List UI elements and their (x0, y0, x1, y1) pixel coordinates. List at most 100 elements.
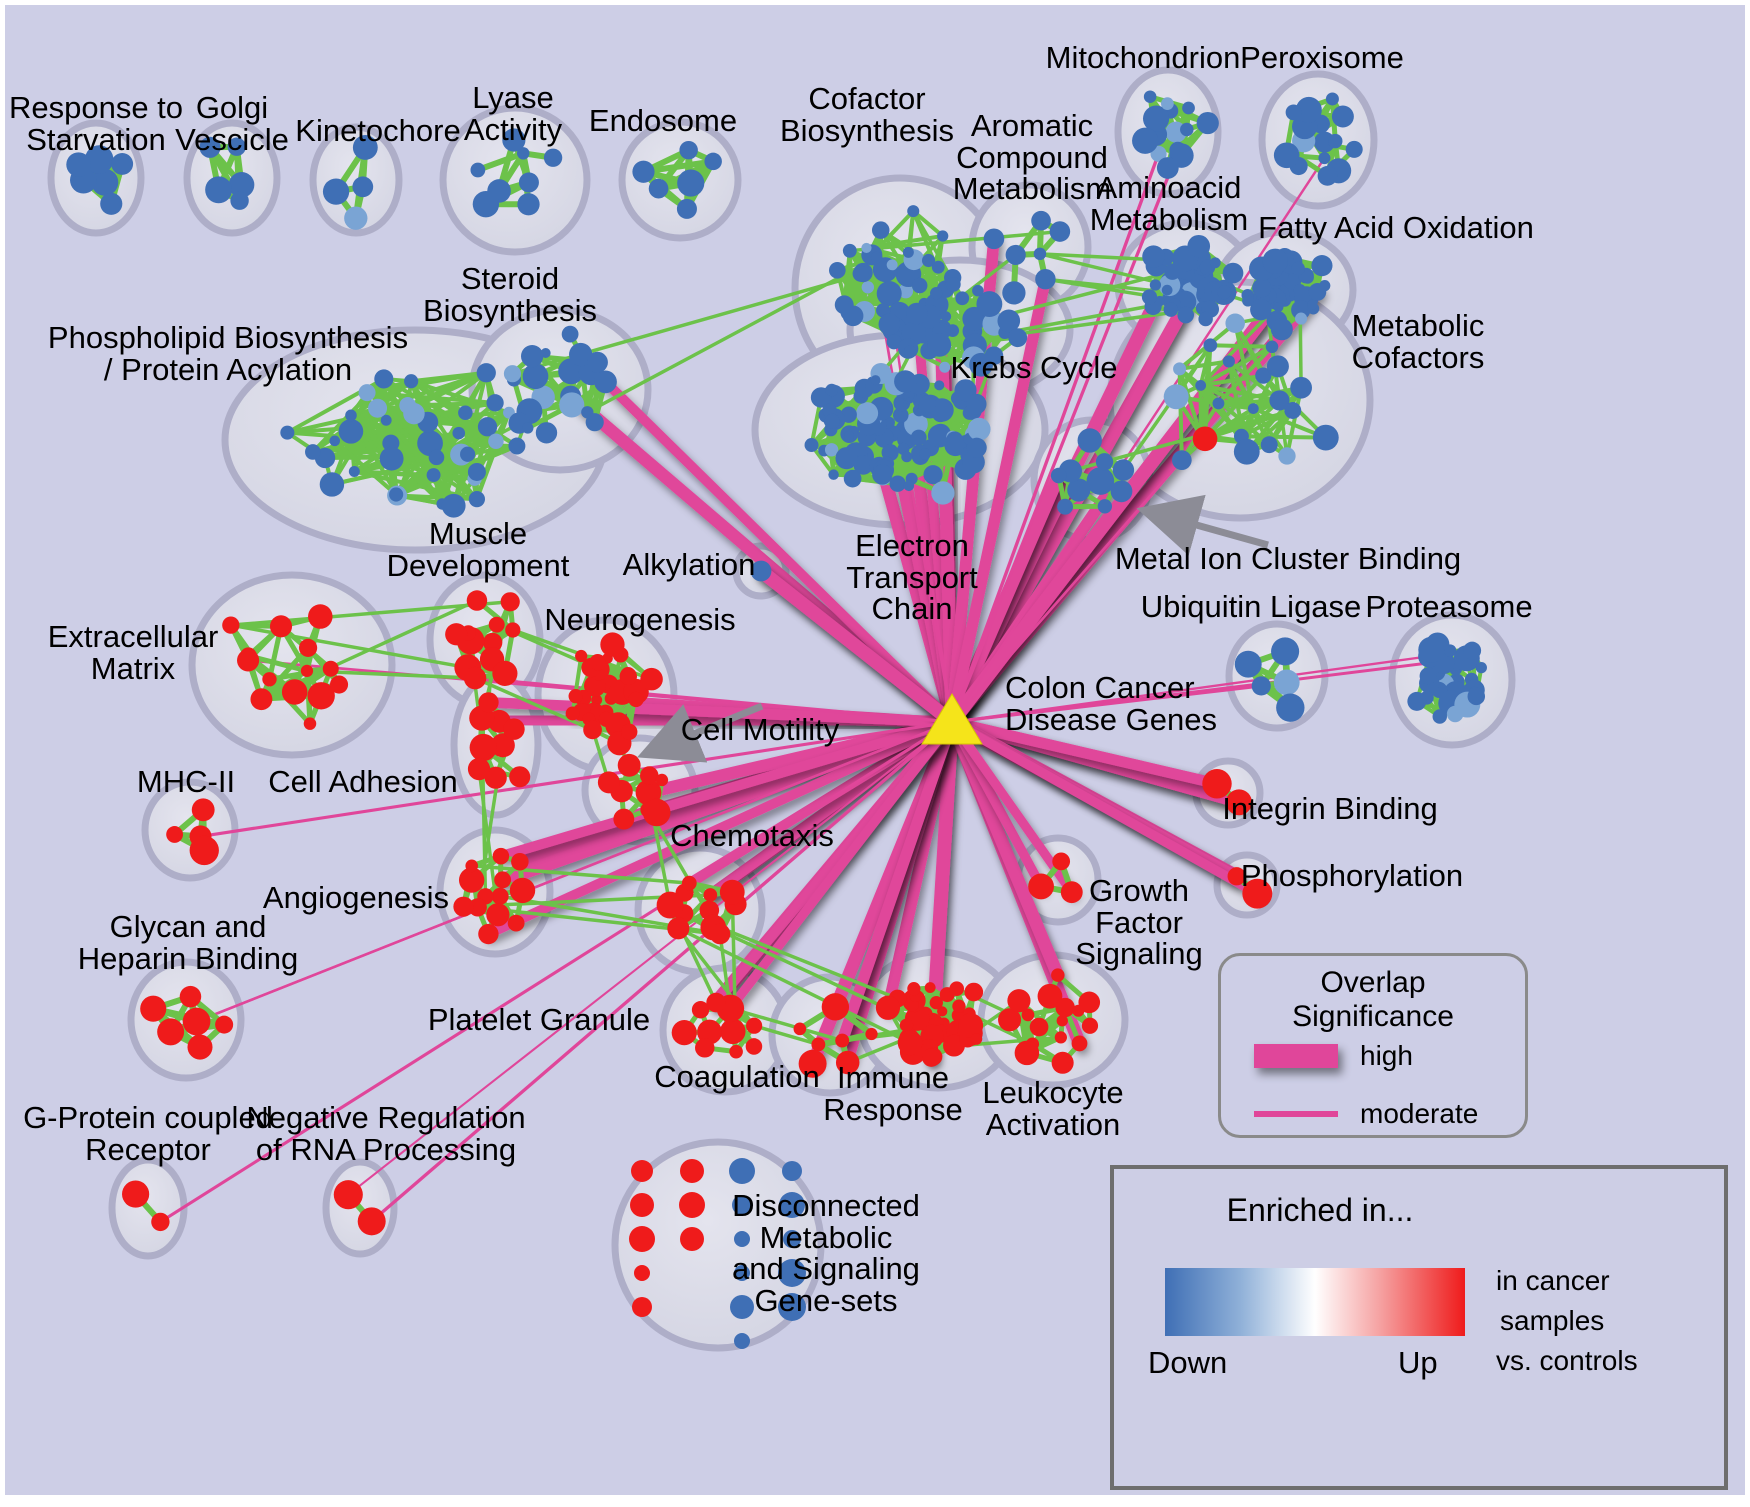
gene-node[interactable] (1251, 676, 1271, 696)
gene-node[interactable] (1180, 122, 1194, 137)
gene-node[interactable] (1222, 355, 1235, 368)
gene-node[interactable] (904, 345, 917, 358)
gene-node[interactable] (782, 1161, 802, 1181)
gene-node[interactable] (899, 1018, 914, 1032)
gene-node[interactable] (308, 604, 333, 629)
gene-node[interactable] (824, 413, 840, 429)
gene-node[interactable] (922, 1048, 941, 1067)
gene-node[interactable] (303, 717, 317, 730)
gene-node[interactable] (1202, 769, 1232, 799)
gene-node[interactable] (955, 291, 970, 306)
gene-node[interactable] (680, 1159, 704, 1183)
gene-node[interactable] (779, 1192, 805, 1218)
gene-node[interactable] (793, 1022, 807, 1036)
gene-node[interactable] (187, 1034, 213, 1060)
gene-node[interactable] (1432, 709, 1447, 724)
gene-node[interactable] (476, 363, 496, 383)
gene-node[interactable] (921, 253, 936, 268)
gene-node[interactable] (853, 455, 874, 475)
gene-node[interactable] (374, 369, 394, 389)
gene-node[interactable] (1284, 402, 1302, 419)
gene-node[interactable] (919, 448, 931, 460)
gene-node[interactable] (507, 914, 525, 932)
gene-node[interactable] (380, 414, 392, 426)
gene-node[interactable] (182, 1007, 211, 1036)
gene-node[interactable] (1234, 650, 1262, 678)
gene-node[interactable] (465, 859, 479, 873)
gene-node[interactable] (842, 243, 857, 258)
gene-node[interactable] (1052, 852, 1071, 871)
gene-node[interactable] (399, 397, 417, 414)
cluster-halo-disconnected-gene-sets[interactable] (611, 1138, 825, 1352)
gene-node[interactable] (458, 405, 473, 420)
gene-node[interactable] (1149, 279, 1162, 291)
gene-node[interactable] (503, 365, 522, 383)
gene-node[interactable] (969, 352, 993, 377)
gene-node[interactable] (640, 667, 663, 691)
gene-node[interactable] (1142, 105, 1170, 132)
gene-node[interactable] (945, 276, 961, 292)
gene-node[interactable] (734, 1265, 750, 1281)
gene-node[interactable] (923, 465, 943, 485)
gene-node[interactable] (1177, 306, 1195, 324)
gene-node[interactable] (844, 430, 855, 441)
gene-node[interactable] (100, 192, 123, 215)
gene-node[interactable] (483, 632, 503, 653)
gene-node[interactable] (338, 419, 364, 444)
gene-node[interactable] (368, 398, 388, 418)
gene-node[interactable] (1054, 1031, 1067, 1044)
gene-node[interactable] (344, 206, 368, 230)
gene-node[interactable] (358, 384, 376, 402)
gene-node[interactable] (1067, 478, 1091, 502)
gene-node[interactable] (319, 472, 345, 497)
gene-node[interactable] (322, 660, 339, 677)
gene-node[interactable] (719, 879, 745, 905)
gene-node[interactable] (517, 193, 540, 216)
gene-node[interactable] (470, 162, 486, 178)
gene-node[interactable] (1311, 255, 1333, 277)
gene-node[interactable] (1418, 636, 1445, 663)
gene-node[interactable] (307, 682, 335, 710)
gene-node[interactable] (852, 265, 869, 282)
gene-node[interactable] (1260, 436, 1278, 454)
gene-node[interactable] (778, 1293, 806, 1321)
gene-node[interactable] (1278, 447, 1296, 465)
gene-node[interactable] (1222, 262, 1244, 284)
gene-node[interactable] (1407, 691, 1427, 711)
gene-node[interactable] (488, 433, 504, 449)
gene-node[interactable] (511, 852, 529, 871)
gene-node[interactable] (122, 1180, 150, 1208)
gene-node[interactable] (648, 178, 669, 199)
gene-node[interactable] (228, 172, 255, 198)
gene-node[interactable] (1285, 104, 1302, 121)
gene-node[interactable] (1071, 1035, 1088, 1052)
gene-node[interactable] (1081, 1017, 1099, 1034)
gene-node[interactable] (944, 433, 967, 457)
gene-node[interactable] (66, 152, 91, 177)
gene-node[interactable] (632, 160, 655, 183)
gene-node[interactable] (1247, 403, 1259, 415)
gene-node[interactable] (871, 221, 890, 239)
gene-node[interactable] (629, 1226, 655, 1252)
gene-node[interactable] (505, 622, 521, 638)
gene-node[interactable] (559, 392, 585, 418)
gene-node[interactable] (671, 1020, 697, 1046)
gene-node[interactable] (535, 422, 558, 444)
gene-node[interactable] (1014, 1040, 1040, 1066)
gene-node[interactable] (1187, 234, 1211, 258)
gene-node[interactable] (237, 649, 260, 672)
gene-node[interactable] (1161, 97, 1174, 111)
gene-node[interactable] (970, 1033, 983, 1045)
gene-node[interactable] (783, 1230, 801, 1248)
gene-node[interactable] (1295, 96, 1322, 123)
gene-node[interactable] (1328, 133, 1343, 149)
gene-node[interactable] (502, 128, 526, 152)
gene-node[interactable] (1419, 667, 1437, 685)
gene-node[interactable] (835, 447, 858, 470)
gene-node[interactable] (1077, 428, 1102, 453)
gene-node[interactable] (1308, 283, 1327, 301)
gene-node[interactable] (1475, 661, 1487, 674)
gene-node[interactable] (750, 560, 772, 582)
gene-node[interactable] (983, 228, 1005, 250)
gene-node[interactable] (1271, 637, 1300, 666)
